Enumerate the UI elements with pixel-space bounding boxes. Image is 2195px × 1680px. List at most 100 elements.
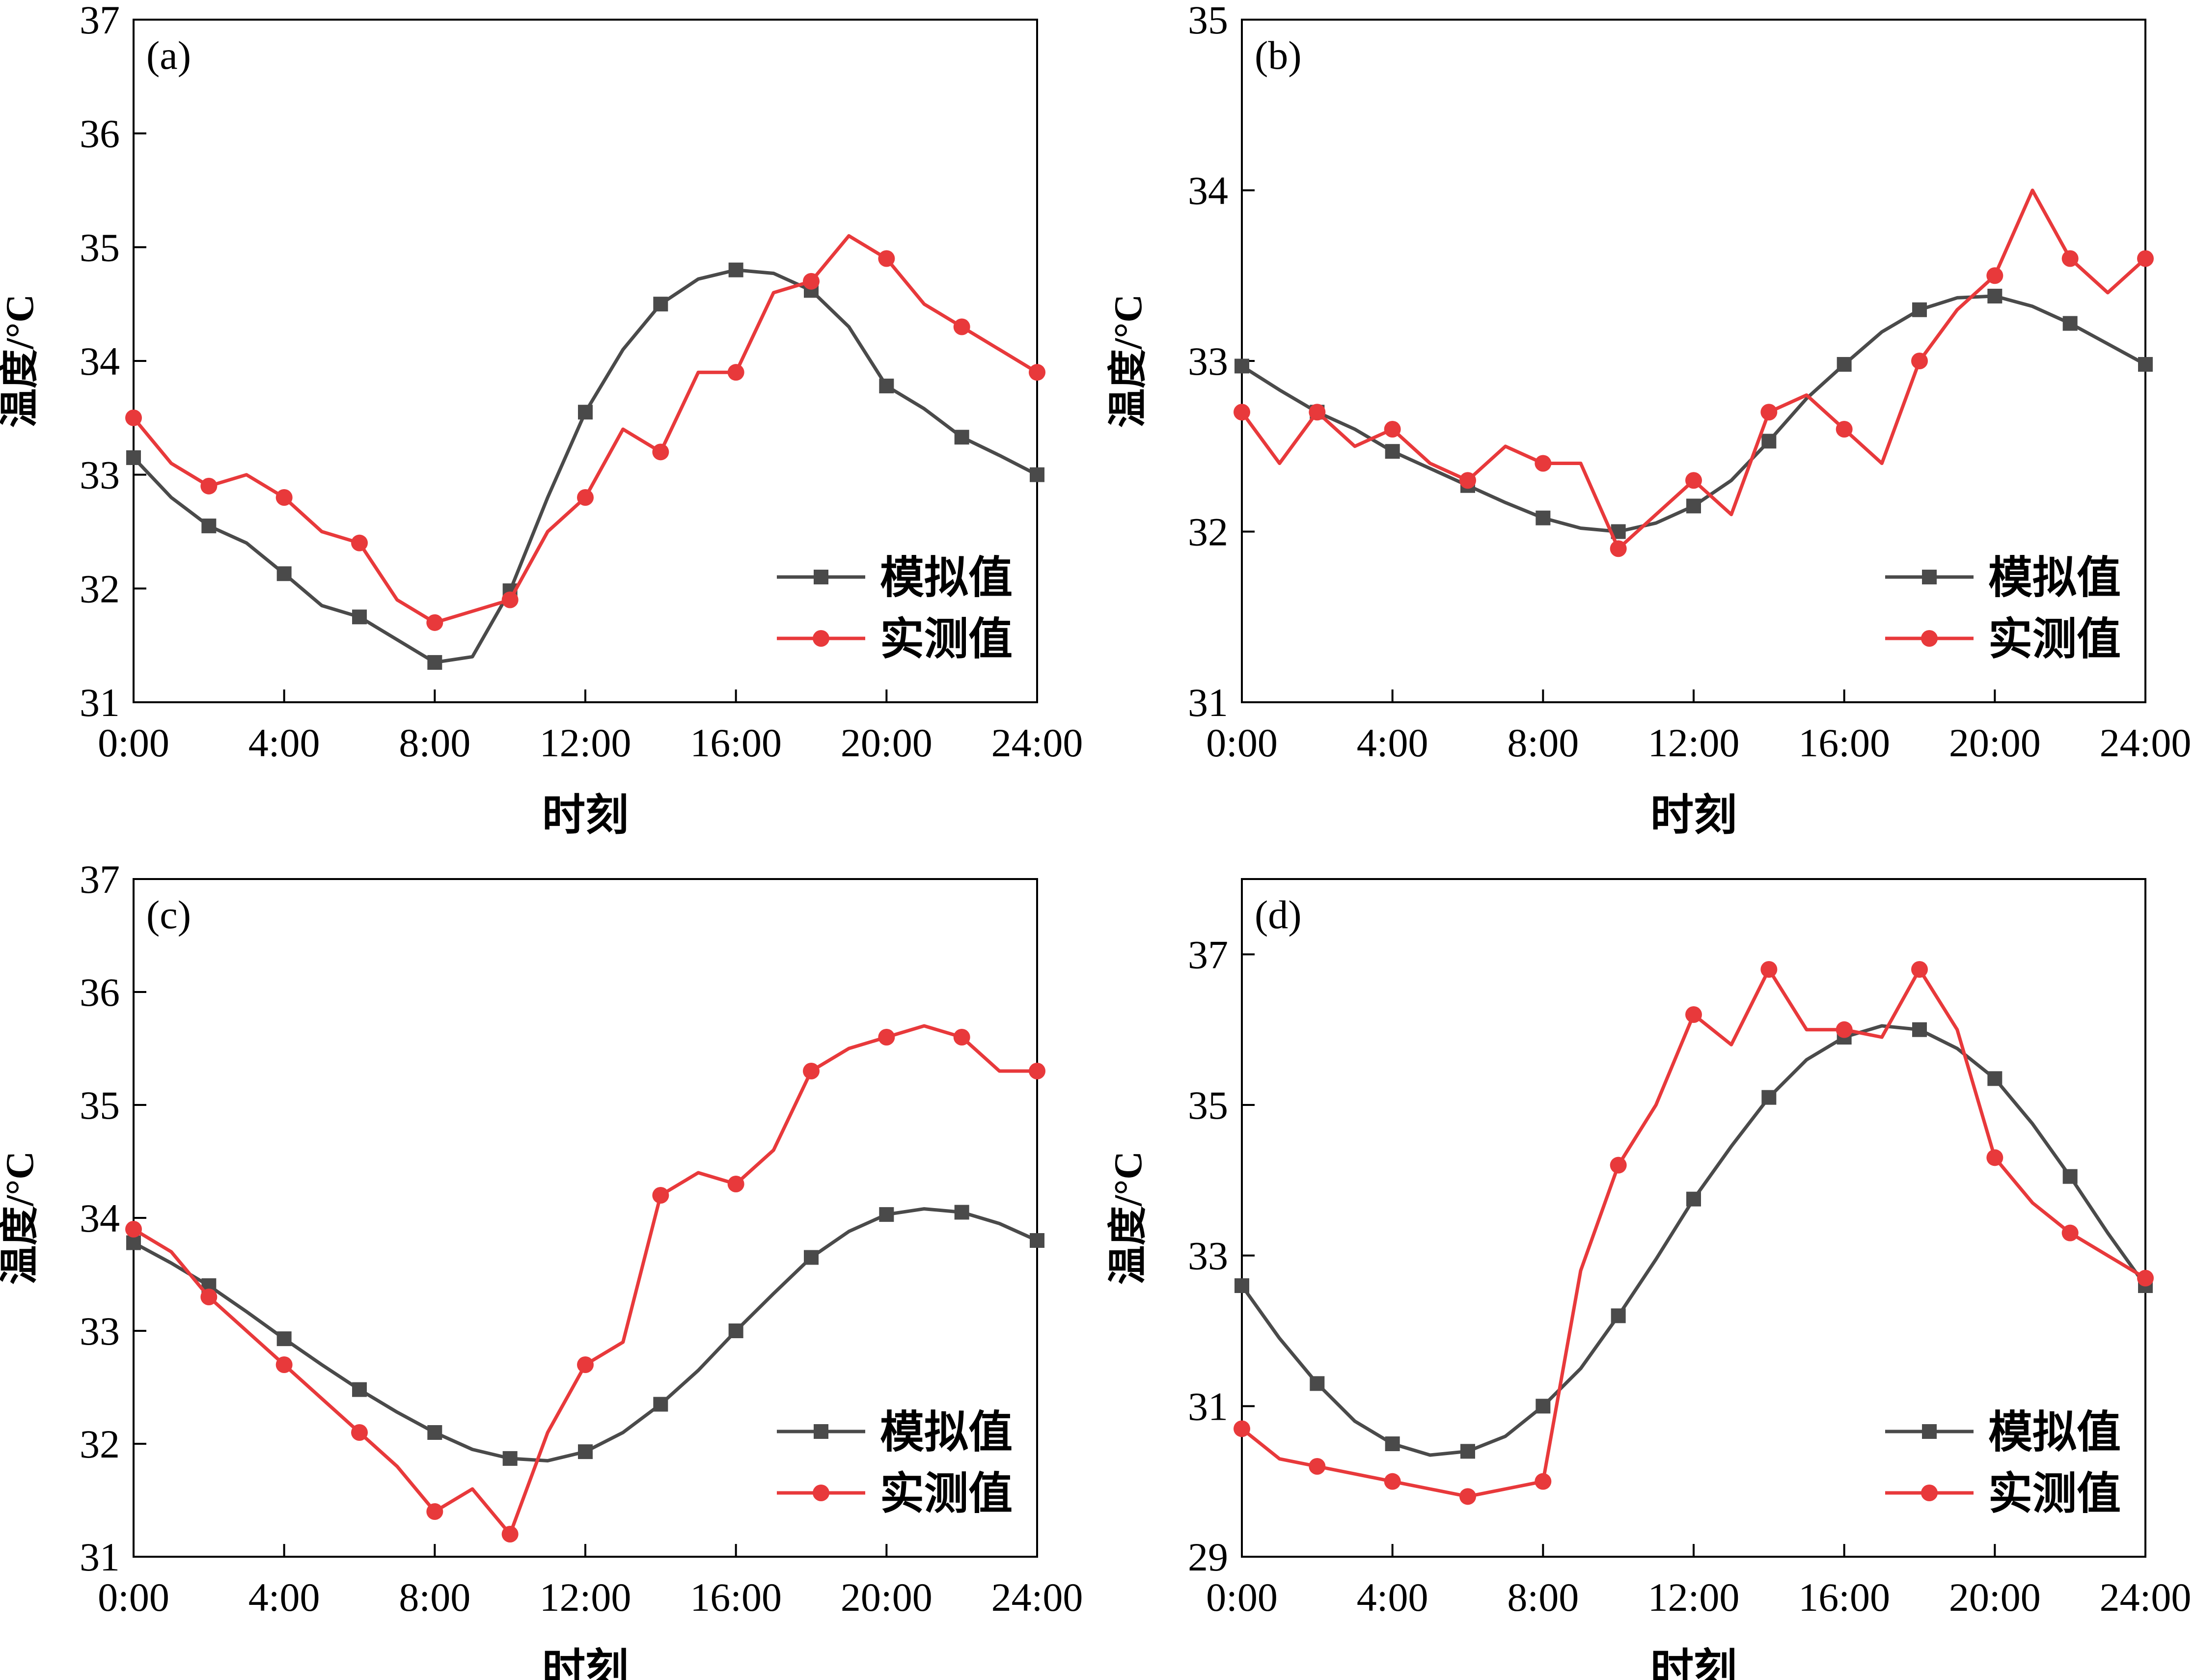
measured-point — [1029, 1063, 1045, 1079]
x-tick-label: 4:00 — [1357, 720, 1428, 765]
measured-point — [1535, 455, 1552, 472]
panel-label: (c) — [146, 892, 191, 937]
simulated-point — [1030, 467, 1044, 482]
simulated-point — [879, 1207, 894, 1222]
y-tick-label: 33 — [80, 453, 120, 497]
legend-measured-marker — [1921, 630, 1938, 647]
y-tick-label: 35 — [80, 225, 120, 270]
measured-point — [652, 443, 669, 461]
y-tick-label: 33 — [1188, 1234, 1228, 1278]
simulated-point — [1536, 1399, 1551, 1414]
simulated-point — [1460, 1444, 1475, 1459]
simulated-series-line — [1240, 1024, 2147, 1457]
y-tick-label: 31 — [80, 1535, 120, 1579]
y-tick-label: 35 — [1188, 1083, 1228, 1128]
measured-point — [953, 318, 970, 335]
legend-simulated-label: 模拟值 — [880, 554, 1013, 603]
x-tick-label: 16:00 — [690, 1575, 782, 1620]
simulated-point — [2062, 1169, 2078, 1184]
simulated-point — [879, 378, 894, 393]
simulated-point — [954, 430, 969, 445]
measured-point — [652, 1187, 669, 1204]
legend-simulated-label: 模拟值 — [880, 1408, 1013, 1457]
x-axis-label: 时刻 — [1650, 792, 1737, 840]
simulated-point — [1686, 1191, 1701, 1207]
legend-measured-marker — [813, 630, 829, 647]
simulated-point — [653, 1397, 668, 1412]
measured-point — [351, 534, 368, 551]
legend-measured-label: 实测值 — [1988, 1470, 2121, 1518]
y-axis-label: 温度/°C — [1107, 294, 1150, 428]
y-tick-label: 36 — [80, 970, 120, 1015]
measured-point — [1459, 1488, 1476, 1505]
y-tick-label: 31 — [1188, 680, 1228, 725]
simulated-point — [653, 297, 668, 312]
legend-simulated-marker — [1922, 570, 1937, 584]
simulated-series-line — [1241, 294, 2146, 533]
measured-point — [1760, 961, 1778, 978]
simulated-point — [578, 1444, 593, 1460]
measured-point — [1459, 472, 1476, 489]
measured-point — [1384, 1473, 1401, 1490]
measured-point — [1986, 267, 2003, 284]
x-tick-label: 20:00 — [1949, 720, 2041, 765]
measured-point — [953, 1029, 970, 1046]
measured-point — [577, 1356, 594, 1373]
y-tick-label: 37 — [80, 857, 120, 902]
x-tick-label: 16:00 — [690, 720, 782, 765]
legend-simulated-label: 模拟值 — [1988, 554, 2121, 603]
x-tick-label: 12:00 — [540, 720, 631, 765]
panel-label: (d) — [1255, 892, 1302, 937]
measured-point — [426, 614, 443, 631]
y-tick-label: 37 — [80, 0, 120, 42]
y-tick-label: 32 — [80, 566, 120, 611]
measured-point — [1760, 404, 1778, 421]
y-tick-label: 34 — [80, 1196, 120, 1240]
panel-a: 0:00 4:00 8:00 12:00 16:00 20:00 24:00 31 32 33 34… — [0, 0, 1083, 840]
x-tick-label: 4:00 — [248, 1575, 320, 1620]
y-tick-label: 35 — [80, 1083, 120, 1128]
simulated-point — [1385, 444, 1400, 459]
panel-d: 0:00 4:00 8:00 12:00 16:00 20:00 24:00 29 31 33 35… — [1107, 878, 2192, 1680]
x-tick-label: 24:00 — [2100, 1575, 2192, 1620]
x-tick-label: 24:00 — [991, 720, 1083, 765]
measured-point — [200, 477, 218, 495]
measured-point — [275, 1356, 293, 1373]
legend-measured-marker — [1921, 1485, 1938, 1501]
y-tick-label: 35 — [1188, 0, 1228, 42]
legend-measured-label: 实测值 — [880, 1470, 1013, 1518]
measured-point — [1309, 1458, 1326, 1475]
simulated-point — [427, 1425, 442, 1440]
simulated-point — [1235, 1278, 1249, 1293]
measured-point — [1309, 404, 1326, 421]
simulated-point — [1987, 288, 2003, 303]
x-tick-label: 16:00 — [1798, 720, 1890, 765]
simulated-point — [1912, 302, 1927, 317]
measured-point — [1384, 421, 1401, 438]
measured-point — [878, 250, 895, 267]
simulated-point — [352, 609, 367, 625]
measured-point — [2061, 1224, 2079, 1241]
simulated-point — [276, 1331, 292, 1347]
legend-measured-marker — [813, 1485, 829, 1501]
measured-point — [351, 1424, 368, 1441]
simulated-point — [2138, 357, 2153, 372]
panel-label: (b) — [1255, 33, 1302, 78]
simulated-point — [728, 262, 743, 277]
measured-point — [803, 273, 820, 290]
measured-point — [1836, 421, 1853, 438]
panel-label: (a) — [146, 33, 191, 78]
y-axis-label: 温度/°C — [0, 294, 42, 428]
legend-simulated-marker — [814, 570, 828, 584]
y-tick-label: 34 — [80, 339, 120, 384]
x-tick-label: 20:00 — [1949, 1575, 2041, 1620]
simulated-point — [1536, 510, 1551, 525]
simulated-point — [1761, 1090, 1777, 1105]
x-tick-label: 0:00 — [98, 1575, 169, 1620]
measured-point — [1029, 364, 1045, 381]
simulated-point — [578, 405, 593, 420]
simulated-point — [1912, 1022, 1927, 1037]
